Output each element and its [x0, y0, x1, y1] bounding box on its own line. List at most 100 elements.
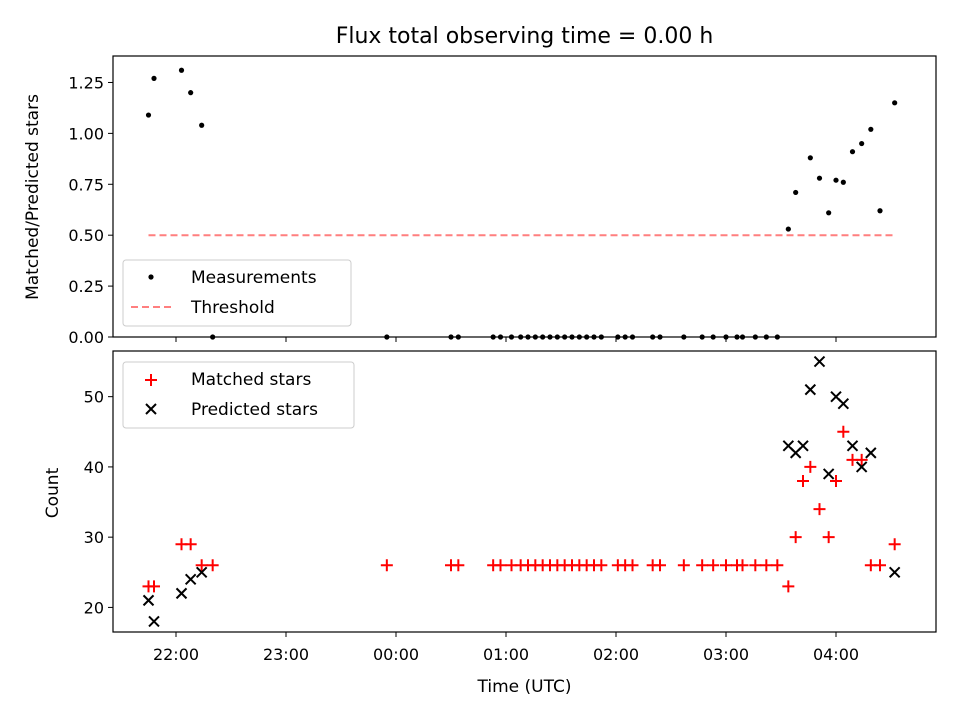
- matched-star-marker: [822, 531, 835, 544]
- bottom-y-axis: 20 30 40 50: [84, 388, 113, 617]
- matched-star-marker: [789, 531, 802, 544]
- matched-star-marker: [855, 453, 868, 466]
- matched-star-marker: [813, 503, 826, 516]
- matched-star-marker: [148, 580, 160, 593]
- y-tick-label: 0.50: [68, 226, 104, 245]
- bottom-y-axis-label: Count: [43, 467, 63, 518]
- predicted-star-marker: [142, 594, 155, 607]
- x-tick-label: 02:00: [593, 645, 639, 664]
- measurement-point: [877, 208, 883, 214]
- bottom-panel: 20 30 40 50 22:00 23:00 00:00 01:00 02:00 03:00 0…: [43, 350, 937, 697]
- top-panel: 0.00 0.25 0.50 0.75 1.00 1.25 Matched/Predict…: [23, 55, 937, 347]
- y-tick-label: 50: [84, 388, 104, 407]
- bottom-x-axis-label: Time (UTC): [477, 677, 572, 697]
- x-tick-label: 22:00: [153, 645, 199, 664]
- legend-matched-marker: [145, 374, 157, 386]
- x-tick-label: 03:00: [703, 645, 749, 664]
- predicted-star-marker: [888, 566, 901, 578]
- measurement-point: [840, 179, 846, 185]
- measurement-point: [785, 226, 791, 232]
- y-tick-label: 0.00: [68, 328, 104, 347]
- x-tick-label: 23:00: [263, 645, 309, 664]
- matched-star-marker: [696, 559, 709, 572]
- x-tick-label: 00:00: [373, 645, 419, 664]
- measurement-point: [188, 90, 194, 96]
- matched-star-marker: [830, 474, 842, 487]
- measurement-point: [816, 175, 823, 181]
- measurement-point: [151, 75, 157, 81]
- top-legend: Measurements Threshold: [122, 259, 352, 327]
- top-y-axis-label: Matched/Predicted stars: [23, 94, 43, 300]
- y-tick-label: 40: [84, 458, 104, 477]
- matched-star-marker: [184, 538, 197, 551]
- legend-measurements-marker: [148, 274, 154, 280]
- legend-predicted-marker: [145, 403, 157, 415]
- legend-threshold-label: Threshold: [190, 298, 275, 318]
- measurement-point: [807, 155, 813, 161]
- bottom-legend: Matched stars Predicted stars: [122, 361, 355, 429]
- legend-measurements-label: Measurements: [191, 268, 317, 288]
- matched-star-marker: [782, 580, 795, 593]
- x-tick-label: 04:00: [813, 645, 859, 664]
- matched-star-marker: [206, 559, 219, 572]
- y-tick-label: 0.75: [68, 175, 104, 194]
- predicted-star-marker: [846, 440, 859, 452]
- predicted-star-marker: [822, 468, 835, 480]
- predicted-star-marker: [184, 573, 197, 586]
- matched-star-marker: [195, 559, 208, 572]
- predicted-star-marker: [804, 383, 817, 396]
- predicted-star-marker: [148, 615, 160, 628]
- measurement-point: [145, 112, 152, 118]
- legend-matched-label: Matched stars: [191, 370, 311, 390]
- matched-star-marker: [494, 559, 507, 572]
- measurement-point: [199, 122, 205, 128]
- legend-predicted-label: Predicted stars: [191, 400, 318, 420]
- matched-star-marker: [874, 559, 886, 572]
- y-tick-label: 1.00: [68, 124, 104, 143]
- predicted-star-marker: [865, 447, 877, 459]
- matched-star-marker: [888, 538, 901, 551]
- predicted-star-marker: [175, 587, 188, 600]
- matched-star-marker: [804, 460, 817, 473]
- top-axes-frame: [112, 55, 937, 338]
- measurement-point: [868, 126, 874, 132]
- y-tick-label: 1.25: [68, 73, 104, 92]
- legend-frame: [122, 259, 352, 327]
- y-tick-label: 30: [84, 528, 104, 547]
- chart-title: Flux total observing time = 0.00 h: [336, 24, 714, 49]
- top-x-axis: [175, 337, 837, 342]
- matched-star-marker: [452, 559, 465, 572]
- predicted-star-marker: [797, 440, 809, 452]
- matched-star-marker: [626, 559, 639, 572]
- measurement-point: [849, 149, 856, 155]
- matched-star-marker: [595, 559, 608, 572]
- bottom-axes-frame: [112, 350, 937, 633]
- measurement-point: [178, 67, 185, 73]
- predicted-star-marker: [195, 566, 208, 578]
- matched-star-marker: [797, 474, 809, 487]
- measurement-point: [859, 140, 865, 147]
- matched-star-marker: [654, 559, 666, 572]
- measurement-point: [892, 100, 898, 106]
- matched-star-marker: [380, 559, 393, 572]
- predicted-star-marker: [813, 355, 826, 368]
- x-tick-label: 01:00: [483, 645, 529, 664]
- predicted-star-marker: [855, 461, 868, 473]
- matched-star-marker: [837, 425, 850, 438]
- bottom-plot-area: [142, 355, 901, 628]
- matched-star-marker: [760, 559, 773, 572]
- measurement-point: [826, 210, 832, 216]
- y-tick-label: 0.25: [68, 277, 104, 296]
- matched-star-marker: [749, 559, 762, 572]
- matched-star-marker: [736, 559, 749, 572]
- legend-frame: [122, 361, 355, 429]
- y-tick-label: 20: [84, 598, 104, 617]
- bottom-x-axis: 22:00 23:00 00:00 01:00 02:00 03:00 04:00: [153, 632, 859, 664]
- matched-star-marker: [720, 559, 732, 572]
- matched-star-marker: [771, 559, 784, 572]
- top-y-axis: 0.00 0.25 0.50 0.75 1.00 1.25: [68, 73, 113, 347]
- matched-star-marker: [677, 559, 690, 572]
- matched-star-marker: [707, 559, 720, 572]
